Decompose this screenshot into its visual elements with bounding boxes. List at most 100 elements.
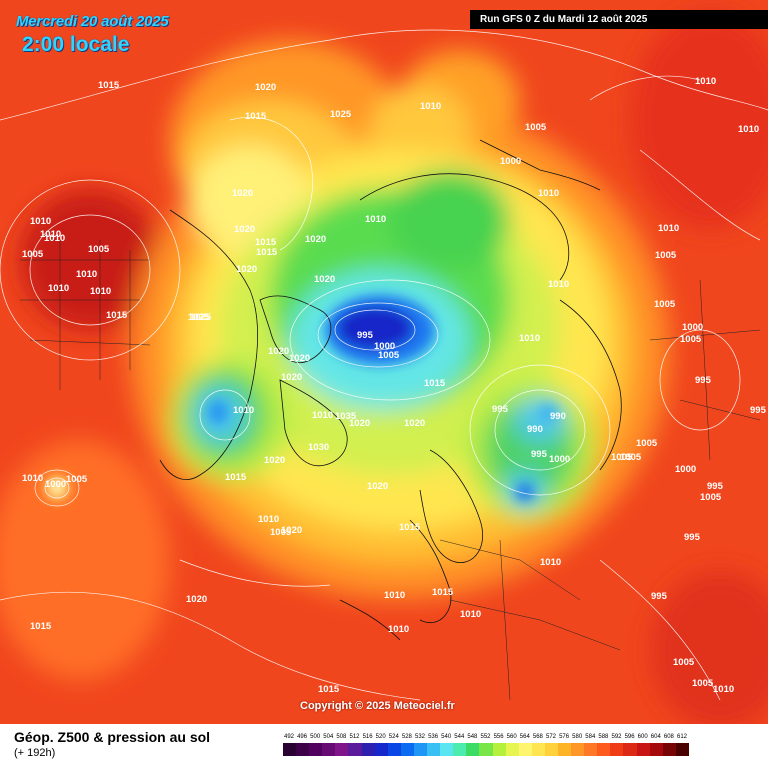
isobar-label: 1005 — [611, 452, 633, 463]
isobar-label: 1010 — [538, 188, 559, 199]
scale-swatch — [636, 743, 650, 756]
isobar-label: 1020 — [232, 188, 253, 199]
isobar-label: 1010 — [312, 410, 333, 421]
copyright-notice: Copyright © 2025 Meteociel.fr — [300, 700, 455, 712]
isobar-label: 1025 — [188, 312, 210, 323]
scale-label: 536 — [428, 734, 439, 740]
isobar-label: 1000 — [549, 454, 570, 465]
isobar-label: 1010 — [258, 514, 279, 525]
isobar-labels: 1020101510201015102510101005101010101000… — [22, 76, 767, 695]
scale-label: 544 — [454, 734, 465, 740]
scale-label: 584 — [585, 734, 596, 740]
scale-swatch — [296, 743, 310, 756]
isobar-label: 1005 — [620, 452, 642, 463]
scale-swatch — [387, 743, 401, 756]
scale-label: 552 — [480, 734, 491, 740]
isobar-label: 1025 — [190, 312, 212, 323]
isobar-label: 1005 — [88, 244, 110, 255]
isobar-label: 1010 — [90, 286, 111, 297]
isobar-label: 1015 — [399, 522, 421, 533]
isobar-label: 1010 — [22, 473, 43, 484]
scale-swatch — [348, 743, 362, 756]
scale-swatch — [610, 743, 624, 756]
scale-swatch — [322, 743, 336, 756]
isobar-label: 1000 — [45, 479, 66, 490]
isobar-label: 1010 — [540, 557, 561, 568]
weather-map: 1020 1015 1020 1015 1025 1010 1005 1010 1010 1000… — [0, 0, 768, 724]
isobar-label: 1020 — [404, 418, 425, 429]
scale-swatch — [427, 743, 441, 756]
isobar-label: 1015 — [30, 621, 52, 632]
scale-label: 492 — [283, 734, 294, 740]
isobar-label: 1020 — [281, 372, 302, 383]
low-pressure-core — [45, 295, 558, 501]
isobar-label: 1020 — [314, 274, 335, 285]
scale-swatch — [413, 743, 428, 756]
isobar-label: 1020 — [367, 481, 388, 492]
isobar-label: 995 — [651, 591, 668, 602]
isobar-label: 995 — [707, 481, 724, 492]
scale-swatch — [531, 743, 545, 756]
scale-label: 592 — [611, 734, 622, 740]
scale-label: 564 — [519, 734, 530, 740]
isobar-label: 1015 — [318, 684, 340, 695]
isobar-label: 1010 — [30, 216, 51, 227]
scale-swatch — [544, 743, 558, 756]
isobar-label: 1000 — [500, 156, 521, 167]
isobar-label: 995 — [695, 375, 712, 386]
product-title: Géop. Z500 & pression au sol — [14, 729, 211, 745]
scale-label: 580 — [572, 734, 583, 740]
isobar-label: 1010 — [738, 124, 759, 135]
isobar-label: 1020 — [349, 418, 370, 429]
scale-label: 548 — [467, 734, 478, 740]
scale-swatch — [571, 743, 585, 756]
isobar-lines — [0, 29, 768, 701]
scale-label: 600 — [637, 734, 648, 740]
scale-swatch — [675, 743, 689, 756]
scale-swatch — [518, 743, 532, 756]
scale-swatch — [505, 743, 519, 756]
scale-swatch — [649, 743, 663, 756]
scale-swatch — [400, 743, 414, 756]
isobar-label: 1005 — [66, 474, 88, 485]
scale-swatch — [335, 743, 349, 756]
scale-swatch — [584, 743, 598, 756]
isobar-label: 1020 — [255, 82, 276, 93]
forecast-time: 2:00 locale — [22, 33, 130, 56]
geopotential-map-canvas: 1020101510201015102510101005101010101000… — [0, 0, 768, 724]
isobar-label: 1020 — [234, 224, 255, 235]
isobar-label: 1020 — [236, 264, 257, 275]
isobar-label: 1030 — [308, 442, 329, 453]
isobar-label: 1010 — [233, 405, 254, 416]
scale-swatch — [623, 743, 637, 756]
isobar-label: 1015 — [256, 247, 278, 258]
scale-swatch — [309, 743, 323, 756]
scale-label: 588 — [598, 734, 609, 740]
isobar-label: 1010 — [548, 279, 569, 290]
isobar-label: 1010 — [658, 223, 679, 234]
scale-swatch — [440, 743, 454, 756]
scale-label: 532 — [414, 734, 425, 740]
scale-label: 604 — [650, 734, 661, 740]
scale-label: 516 — [362, 734, 373, 740]
map-footer: Géop. Z500 & pression au sol (+ 192h) 49… — [0, 724, 768, 768]
isobar-label: 1010 — [713, 684, 734, 695]
scale-label: 512 — [349, 734, 360, 740]
isobar-label: 1005 — [270, 527, 292, 538]
scale-swatch — [374, 743, 388, 756]
coastlines — [159, 139, 622, 641]
isobar-label: 995 — [492, 404, 509, 415]
scale-label: 528 — [401, 734, 412, 740]
scale-label: 496 — [297, 734, 308, 740]
scale-label: 540 — [441, 734, 452, 740]
isobar-label: 1010 — [76, 269, 97, 280]
scale-label: 520 — [375, 734, 386, 740]
isobar-label: 995 — [750, 405, 767, 416]
color-scale-bar — [283, 743, 689, 756]
isobar-label: 1010 — [48, 283, 69, 294]
scale-label: 504 — [323, 734, 334, 740]
isobar-label: 1015 — [424, 378, 446, 389]
isobar-label: 1025 — [330, 109, 352, 120]
isobar-label: 1010 — [519, 333, 540, 344]
isobar-label: 1010 — [365, 214, 386, 225]
